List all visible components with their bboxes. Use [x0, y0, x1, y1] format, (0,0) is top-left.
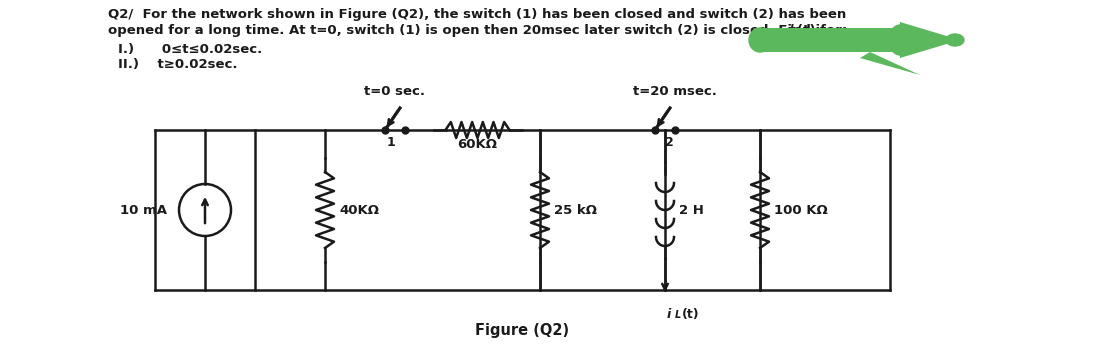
Text: 2 H: 2 H	[679, 203, 703, 216]
Text: L: L	[790, 24, 796, 34]
Ellipse shape	[946, 34, 964, 46]
Ellipse shape	[749, 28, 771, 52]
Text: (t) for:: (t) for:	[797, 24, 847, 37]
Text: i: i	[667, 308, 671, 321]
Text: Figure (Q2): Figure (Q2)	[476, 323, 570, 338]
Text: 10 mA: 10 mA	[119, 203, 167, 216]
Polygon shape	[760, 22, 960, 58]
Polygon shape	[860, 52, 920, 75]
Ellipse shape	[889, 25, 911, 55]
Text: 2: 2	[665, 136, 674, 149]
Text: L: L	[675, 310, 681, 320]
Text: t=20 msec.: t=20 msec.	[633, 85, 717, 98]
Text: t=0 sec.: t=0 sec.	[365, 85, 426, 98]
Text: II.)    t≥0.02sec.: II.) t≥0.02sec.	[118, 58, 238, 71]
Text: 100 KΩ: 100 KΩ	[774, 203, 827, 216]
Text: I.)      0≤t≤0.02sec.: I.) 0≤t≤0.02sec.	[118, 43, 262, 56]
Text: Q2/  For the network shown in Figure (Q2), the switch (1) has been closed and sw: Q2/ For the network shown in Figure (Q2)…	[108, 8, 846, 21]
Text: opened for a long time. At t=0, switch (1) is open then 20msec later switch (2) : opened for a long time. At t=0, switch (…	[108, 24, 821, 37]
Text: 60KΩ: 60KΩ	[458, 138, 498, 151]
Text: 1: 1	[387, 136, 395, 149]
Text: 40KΩ: 40KΩ	[340, 203, 379, 216]
Text: (t): (t)	[682, 308, 700, 321]
Text: 25 kΩ: 25 kΩ	[554, 203, 597, 216]
